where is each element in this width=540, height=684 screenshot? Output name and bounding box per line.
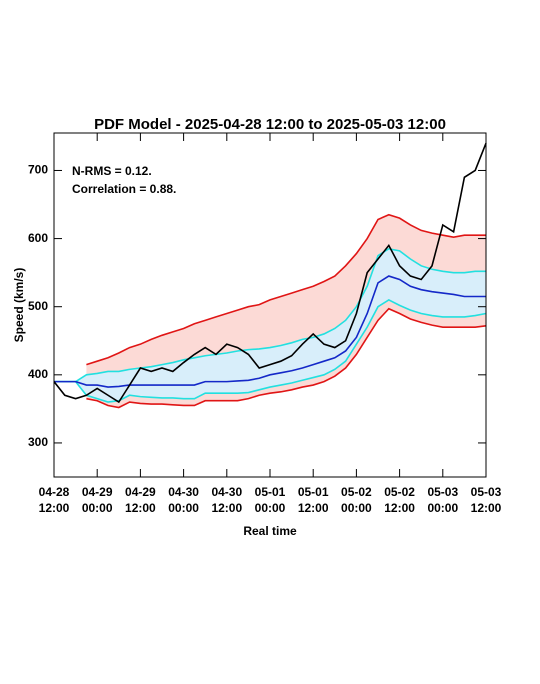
bands [54,214,487,408]
y-axis-label: Speed (km/s) [12,268,26,343]
x-tick-label: 04-30 12:00 [211,485,243,515]
x-tick-label: 05-01 12:00 [297,485,329,515]
x-tick-label: 05-03 00:00 [427,485,459,515]
chart-title: PDF Model - 2025-04-28 12:00 to 2025-05-… [94,116,446,133]
annotation: Correlation = 0.88. [72,182,176,196]
series-line [53,142,487,404]
series-line [54,275,486,388]
x-tick-label: 04-29 00:00 [81,485,113,515]
band-fill [54,248,486,403]
y-tick-label: 600 [28,231,48,245]
y-tick-label: 300 [28,435,48,449]
x-tick-label: 04-29 12:00 [125,485,156,515]
y-tick-label: 700 [28,163,48,177]
x-tick-label: 04-28 12:00 [38,485,70,515]
x-axis-label: Real time [243,524,297,538]
y-tick-label: 400 [28,367,48,381]
x-tick-label: 05-03 12:00 [470,485,502,515]
series-line [54,298,487,403]
series-line [54,247,486,383]
annotation: N-RMS = 0.12. [72,164,152,178]
x-tick-label: 05-01 00:00 [254,485,286,515]
series-line [86,213,486,366]
x-tick-label: 05-02 00:00 [341,485,372,515]
series-line [86,307,487,409]
y-tick-label: 500 [28,299,48,313]
x-tick-label: 05-02 12:00 [384,485,415,515]
x-tick-label: 04-30 00:00 [168,485,199,515]
